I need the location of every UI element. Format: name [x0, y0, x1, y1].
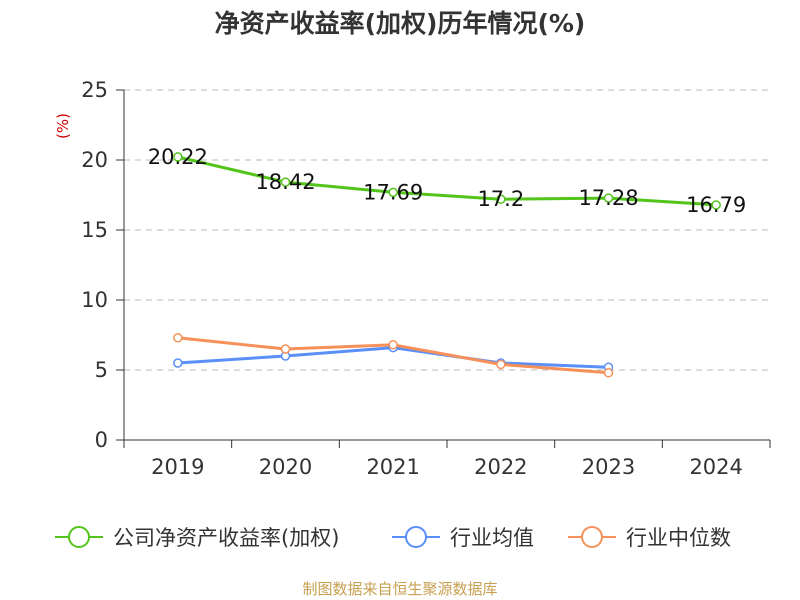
data-point: [603, 368, 614, 378]
chart-title: 净资产收益率(加权)历年情况(%): [215, 9, 586, 38]
series-group: [173, 152, 721, 378]
data-label: 20.22: [148, 145, 208, 169]
data-point: [280, 344, 291, 354]
data-point: [603, 193, 614, 203]
x-tick-label: 2022: [474, 455, 527, 479]
data-point: [173, 333, 183, 343]
y-tick-label: 25: [81, 78, 108, 102]
data-label: 17.69: [363, 180, 423, 204]
y-tick-label: 15: [81, 218, 108, 242]
data-label: 17.28: [578, 186, 638, 210]
data-point: [173, 152, 183, 162]
gridlines: [124, 89, 770, 371]
x-tick-label: 2021: [366, 455, 419, 479]
data-point: [496, 359, 506, 370]
data-point: [173, 358, 183, 368]
data-point: [388, 340, 398, 350]
data-labels: 20.22 18.42 17.69 17.2 17.28 16.79: [148, 145, 746, 217]
y-tick-label: 0: [95, 428, 108, 452]
axes: [116, 89, 771, 448]
source-note: 制图数据来自恒生聚源数据库: [302, 580, 497, 598]
x-tick-label: 2023: [582, 455, 635, 479]
legend-marker-icon: [405, 526, 427, 548]
data-point: [388, 187, 398, 198]
y-axis-unit: (%): [54, 113, 72, 139]
x-tick-label: 2019: [151, 455, 204, 479]
data-point: [711, 200, 721, 210]
data-label: 17.2: [477, 187, 524, 211]
legend-marker-icon: [68, 526, 90, 548]
data-point: [496, 194, 506, 204]
x-tick-label: 2024: [689, 455, 742, 479]
legend: 公司净资产收益率(加权) 行业均值 行业中位数: [55, 526, 731, 550]
x-axis-ticks: 2019 2020 2021 2022 2023 2024: [151, 455, 743, 479]
legend-label: 行业均值: [450, 526, 534, 550]
data-point: [280, 177, 291, 187]
data-label: 16.79: [686, 193, 746, 217]
data-label: 18.42: [255, 170, 315, 194]
y-axis-ticks: 0 5 10 15 20 25: [81, 78, 108, 452]
y-tick-label: 5: [95, 358, 108, 382]
legend-label: 行业中位数: [626, 526, 731, 550]
x-tick-label: 2020: [259, 455, 312, 479]
legend-marker-icon: [581, 526, 603, 548]
legend-label: 公司净资产收益率(加权): [113, 526, 339, 550]
y-tick-label: 10: [81, 288, 108, 312]
y-tick-label: 20: [81, 148, 108, 172]
series-line-0: [176, 155, 718, 207]
